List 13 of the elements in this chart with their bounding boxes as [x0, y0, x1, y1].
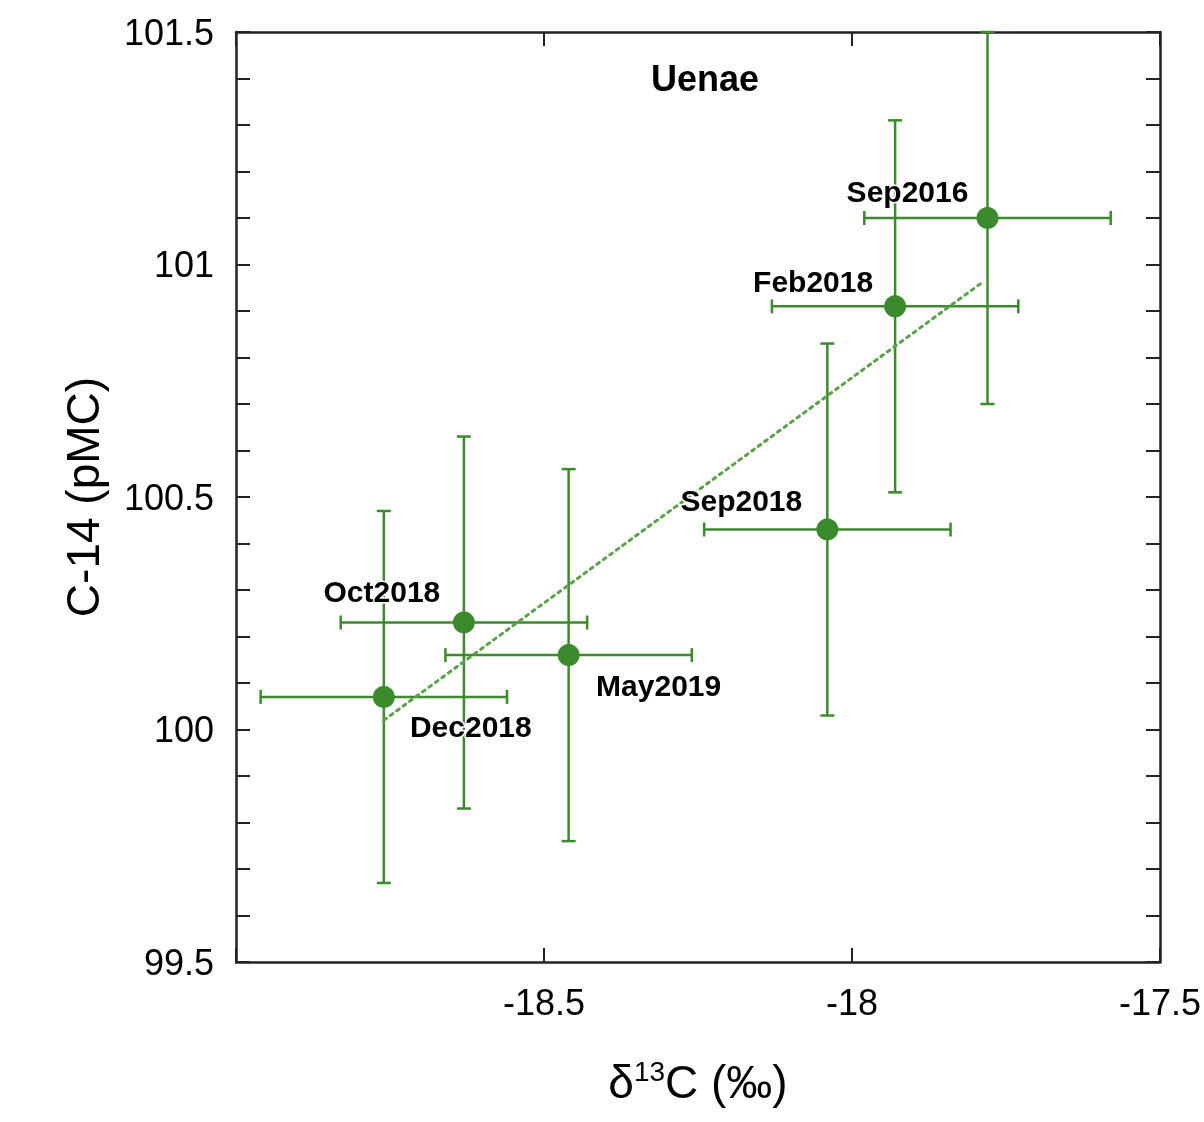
- y-tick-label: 101.5: [123, 11, 214, 53]
- y-tick-label: 99.5: [143, 941, 214, 983]
- annotation: May2019: [596, 668, 722, 702]
- y-tick-label: 100: [153, 709, 214, 750]
- x-tick-label: -17.5: [1118, 981, 1201, 1023]
- y-tick-label: 100.5: [123, 476, 214, 518]
- y-tick-label: 101: [153, 244, 214, 285]
- annotation: Feb2018: [753, 264, 874, 298]
- x-tick-label: -18.5: [502, 981, 586, 1023]
- x-tick-label: -18: [825, 981, 878, 1023]
- text: Uenae: [650, 57, 760, 99]
- annotation: Sep2018: [680, 484, 803, 518]
- y-axis-title: C-14 (pMC): [57, 376, 109, 618]
